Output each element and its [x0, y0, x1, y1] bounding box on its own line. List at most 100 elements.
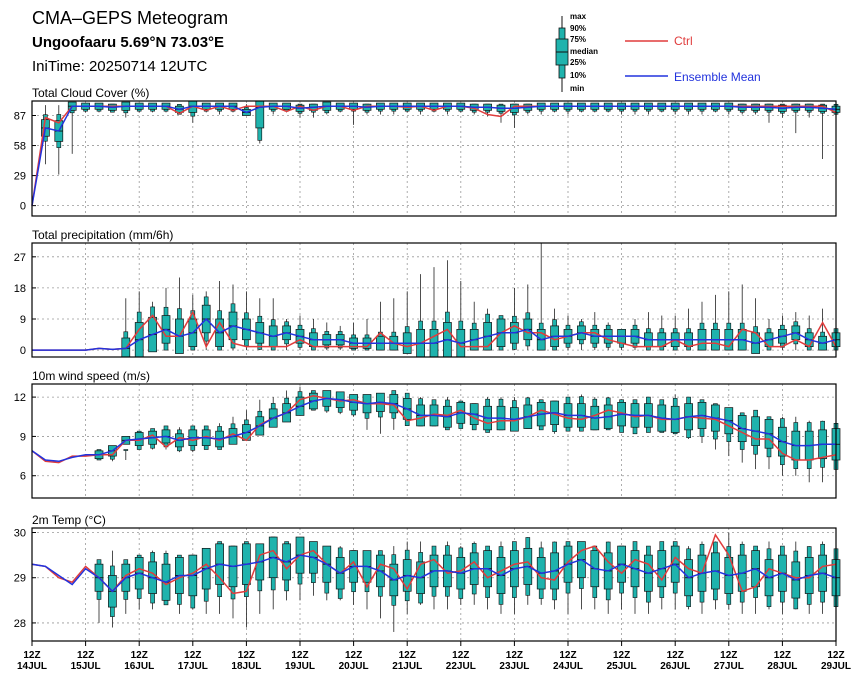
box-25-75: [255, 100, 265, 129]
ensemble-box: [818, 103, 827, 160]
ensemble-box: [483, 397, 492, 433]
ensemble-box: [429, 545, 439, 610]
ensemble-box: [550, 400, 559, 434]
panel-frame: [31, 242, 837, 358]
ensemble-box: [295, 536, 305, 601]
x-tick-date: 16JUL: [124, 661, 154, 672]
ensemble-box: [389, 546, 399, 632]
x-tick-date: 29JUL: [821, 661, 851, 672]
panel-frame: [31, 527, 837, 642]
panel-2: Total precipitation (mm/6h) 0 9 18 27: [14, 228, 841, 358]
ensemble-box: [268, 536, 278, 610]
y-tick-label: 9: [20, 431, 26, 443]
ensemble-box: [644, 102, 653, 115]
ensemble-box: [603, 397, 613, 431]
ensemble-box: [188, 100, 198, 123]
ensemble-box: [456, 546, 466, 605]
ensemble-box: [429, 399, 439, 427]
ensemble-box: [134, 554, 144, 610]
ensemble-box: [228, 545, 238, 619]
panel-1: Total Cloud Cover (%) 0 29 58 87: [14, 86, 841, 217]
ensemble-box: [778, 416, 787, 476]
legend-box-label: 10%: [570, 71, 586, 80]
ensemble-box: [362, 319, 372, 351]
ensemble-box: [255, 399, 265, 436]
x-tick-date: 17JUL: [178, 661, 208, 672]
mean-legend-label: Ensemble Mean: [674, 70, 761, 84]
x-tick-hour: 12Z: [774, 650, 791, 661]
ensemble-box: [751, 298, 760, 354]
x-tick-date: 22JUL: [446, 661, 476, 672]
ensemble-box: [188, 294, 198, 351]
ctrl-line: [31, 105, 837, 206]
x-tick-hour: 12Z: [291, 650, 308, 661]
ensemble-box: [469, 541, 479, 605]
y-tick-label: 6: [20, 471, 26, 483]
legend: max 90% 75% median 25% 10% min Ctrl Ensemble M…: [555, 12, 761, 93]
ensemble-box: [322, 101, 332, 115]
ensemble-box: [201, 547, 211, 614]
x-tick-date: 28JUL: [767, 661, 797, 672]
ensemble-box: [362, 550, 372, 610]
ensemble-box: [791, 312, 801, 351]
ensemble-box: [242, 291, 251, 351]
ensemble-box: [402, 291, 412, 354]
x-tick-date: 24JUL: [553, 661, 583, 672]
legend-box-label: 75%: [570, 35, 586, 44]
x-tick-date: 21JUL: [392, 661, 422, 672]
ensemble-box: [148, 428, 157, 450]
ensemble-box: [215, 423, 224, 450]
ensemble-box: [697, 102, 707, 115]
ensemble-box: [711, 294, 720, 351]
x-tick-hour: 12Z: [23, 650, 40, 661]
ensemble-box: [657, 399, 667, 433]
ensemble-box: [670, 102, 680, 115]
ensemble-box: [711, 102, 720, 113]
ensemble-box: [737, 541, 747, 614]
ensemble-box: [161, 550, 171, 606]
ensemble-box: [791, 541, 801, 610]
ensemble-box: [670, 394, 680, 435]
ensemble-box: [684, 102, 693, 115]
ctrl-line: [31, 395, 837, 464]
ensemble-box: [148, 550, 157, 610]
ensemble-box: [630, 541, 640, 614]
ensemble-box: [724, 532, 734, 610]
ensemble-box: [563, 541, 573, 614]
ensemble-box: [108, 103, 117, 113]
init-time-label: IniTime: 20250714 12UTC: [32, 58, 208, 75]
ensemble-box: [416, 102, 425, 115]
ensemble-box: [590, 102, 600, 113]
panel-title: 2m Temp (°C): [32, 513, 106, 527]
ensemble-box: [335, 391, 345, 415]
x-tick-hour: 12Z: [667, 650, 684, 661]
legend-box-label: median: [570, 47, 598, 56]
ensemble-box: [751, 545, 760, 614]
ensemble-box: [590, 312, 600, 351]
ensemble-box: [255, 298, 265, 351]
ensemble-box: [349, 550, 358, 605]
panel-frame: [31, 383, 837, 499]
ensemble-box: [416, 541, 425, 605]
ensemble-box: [228, 416, 238, 445]
ensemble-box: [510, 541, 519, 614]
ensemble-box: [94, 559, 104, 623]
ensemble-box: [818, 541, 827, 614]
legend-box-icon: [555, 16, 569, 92]
ctrl-legend-label: Ctrl: [674, 34, 693, 48]
ensemble-box: [215, 281, 224, 351]
ensemble-box: [322, 390, 332, 413]
ensemble-box: [282, 541, 291, 601]
ensemble-box: [496, 541, 506, 614]
ensemble-box: [134, 102, 144, 113]
ensemble-box: [94, 102, 104, 113]
x-tick-date: 23JUL: [499, 661, 529, 672]
ensemble-box: [724, 407, 734, 457]
ensemble-box: [577, 319, 586, 351]
y-tick-label: 29: [14, 171, 26, 183]
box-10-90: [123, 449, 129, 451]
ensemble-box: [590, 545, 600, 610]
ensemble-box: [778, 545, 787, 614]
ensemble-box: [724, 291, 734, 351]
y-tick-label: 87: [14, 111, 26, 123]
